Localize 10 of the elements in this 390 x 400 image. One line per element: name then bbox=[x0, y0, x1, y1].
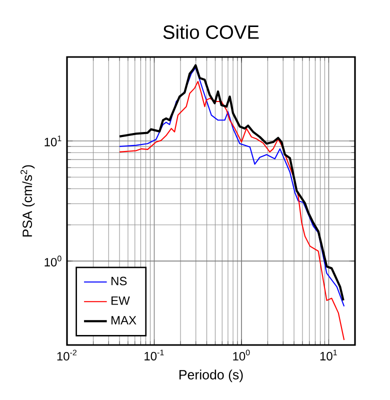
legend-label: NS bbox=[112, 276, 127, 286]
legend-label: MAX bbox=[112, 316, 136, 324]
x-tick-label: 10$^{1}$ bbox=[320, 350, 337, 360]
x-tick-label: 10$^{-1}$ bbox=[144, 350, 164, 360]
y-axis-title: PSA (cm/s$^{2}$) bbox=[20, 165, 35, 237]
x-tick-label: 10$^{0}$ bbox=[233, 350, 250, 361]
x-tick-label: 10$^{-2}$ bbox=[57, 350, 76, 361]
chart-title: Sitio COVE bbox=[163, 24, 259, 39]
legend-label: EW bbox=[112, 296, 130, 305]
x-axis-title: Periodo (s) bbox=[179, 370, 243, 382]
